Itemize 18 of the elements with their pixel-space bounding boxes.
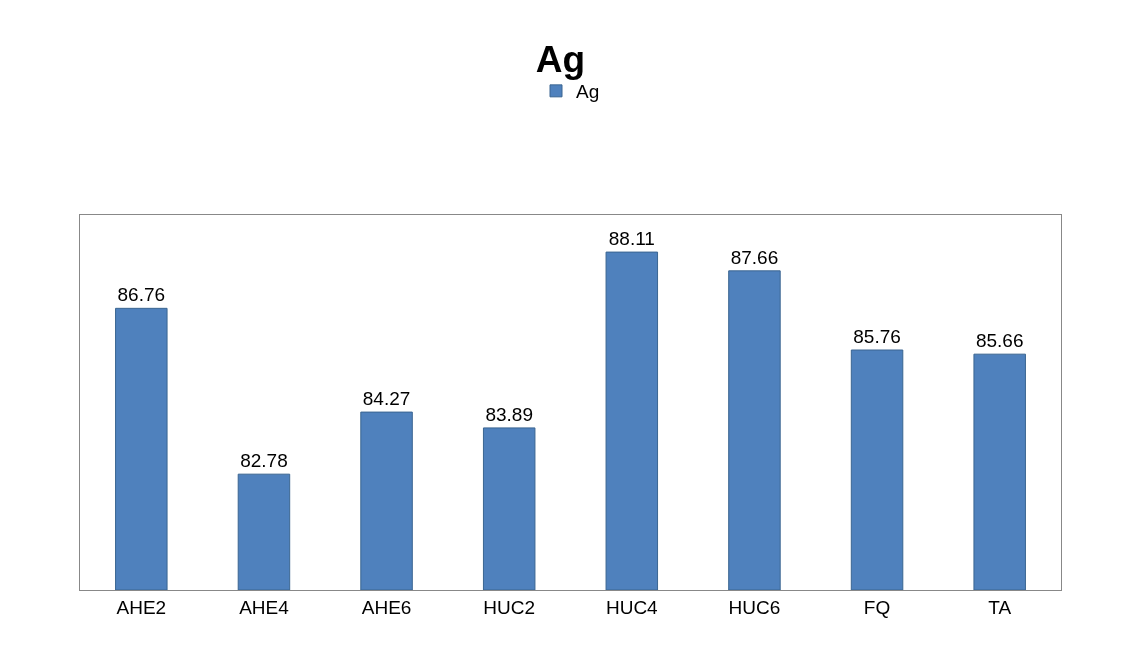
data-label: 82.78 [240, 450, 288, 472]
data-label: 85.66 [975, 330, 1024, 352]
data-label: 85.76 [853, 326, 901, 347]
x-tick-label: TA [988, 596, 1012, 618]
x-tick-label: HUC4 [605, 596, 659, 618]
x-tick-label: AHE2 [116, 596, 167, 618]
x-tick-label: AHE4 [239, 596, 290, 618]
data-label: 88.11 [608, 228, 655, 250]
x-tick-label: AHE6 [361, 596, 412, 618]
data-label: 84.27 [362, 388, 411, 410]
data-label: 87.66 [730, 246, 779, 268]
x-tick-label: HUC2 [483, 596, 536, 618]
data-label: 83.89 [485, 403, 533, 425]
x-tick-label: FQ [863, 596, 891, 618]
chart-title: Ag [535, 39, 586, 81]
legend-label: Ag [576, 81, 600, 103]
data-label: 86.76 [117, 284, 166, 306]
x-tick-label: HUC6 [728, 596, 781, 618]
